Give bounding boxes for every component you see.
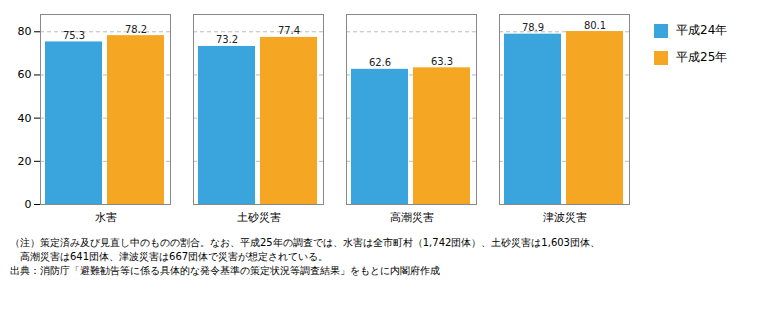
- svg-text:土砂災害: 土砂災害: [237, 211, 281, 224]
- svg-text:60: 60: [18, 68, 32, 81]
- svg-text:高潮災害: 高潮災害: [390, 211, 434, 224]
- svg-text:80: 80: [18, 25, 32, 38]
- svg-text:75.3: 75.3: [63, 30, 85, 41]
- html-text:（注）策定済み及び見直し中のものの割合。なお、平成25年の調: （注）策定済み及び見直し中のものの割合。なお、平成25年の調査では、水害は全市町…: [10, 237, 600, 248]
- svg-text:40: 40: [18, 112, 32, 125]
- svg-text:78.9: 78.9: [522, 22, 544, 33]
- html-text:高潮災害は641団体、津波災害は667団体で災害が想定されて: 高潮災害は641団体、津波災害は667団体で災害が想定されている。: [10, 251, 329, 262]
- svg-text:20: 20: [18, 155, 32, 168]
- svg-text:73.2: 73.2: [216, 34, 238, 45]
- svg-text:津波災害: 津波災害: [543, 211, 587, 224]
- html-text:平成24年: 平成24年: [676, 23, 728, 37]
- svg-text:0: 0: [25, 198, 32, 211]
- svg-text:78.2: 78.2: [125, 24, 147, 35]
- html-text:平成25年: 平成25年: [676, 50, 728, 64]
- svg-text:77.4: 77.4: [278, 25, 300, 36]
- svg-text:80.1: 80.1: [584, 20, 606, 31]
- svg-text:水害: 水害: [95, 211, 117, 224]
- svg-text:62.6: 62.6: [369, 57, 391, 68]
- html-text:出典：消防庁「避難勧告等に係る具体的な発令基準の策定状況等調: 出典：消防庁「避難勧告等に係る具体的な発令基準の策定状況等調査結果」をもとに内閣…: [10, 265, 440, 276]
- svg-text:63.3: 63.3: [431, 56, 453, 67]
